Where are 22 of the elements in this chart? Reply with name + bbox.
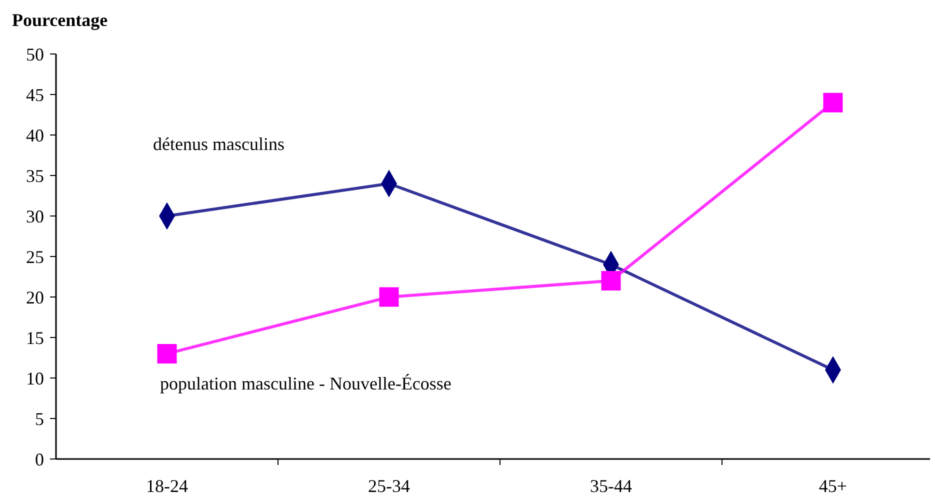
y-tick-label: 0 [35, 449, 44, 470]
series-label: population masculine - Nouvelle-Écosse [160, 374, 452, 394]
x-tick-label: 25-34 [368, 476, 410, 496]
y-tick-label: 40 [26, 125, 44, 146]
x-tick-label: 35-44 [590, 476, 632, 496]
y-tick-label: 20 [26, 287, 44, 308]
y-tick-label: 25 [26, 246, 44, 267]
point [379, 287, 399, 307]
text: détenus masculins [153, 134, 284, 154]
y-tick-label: 10 [26, 368, 44, 388]
y-tick-label: 30 [26, 206, 44, 226]
y-tick-label: 5 [35, 408, 44, 429]
y-tick-label: 15 [26, 328, 44, 348]
x-tick-label: 45+ [818, 476, 848, 496]
point [601, 271, 621, 291]
point [823, 92, 843, 112]
y-tick-label: 35 [26, 166, 44, 186]
y-axis-title: Pourcentage [12, 10, 108, 30]
y-tick-label: 50 [26, 44, 44, 64]
x-tick-label: 18-24 [146, 476, 188, 496]
point [157, 344, 177, 364]
y-tick-label: 45 [26, 84, 44, 105]
